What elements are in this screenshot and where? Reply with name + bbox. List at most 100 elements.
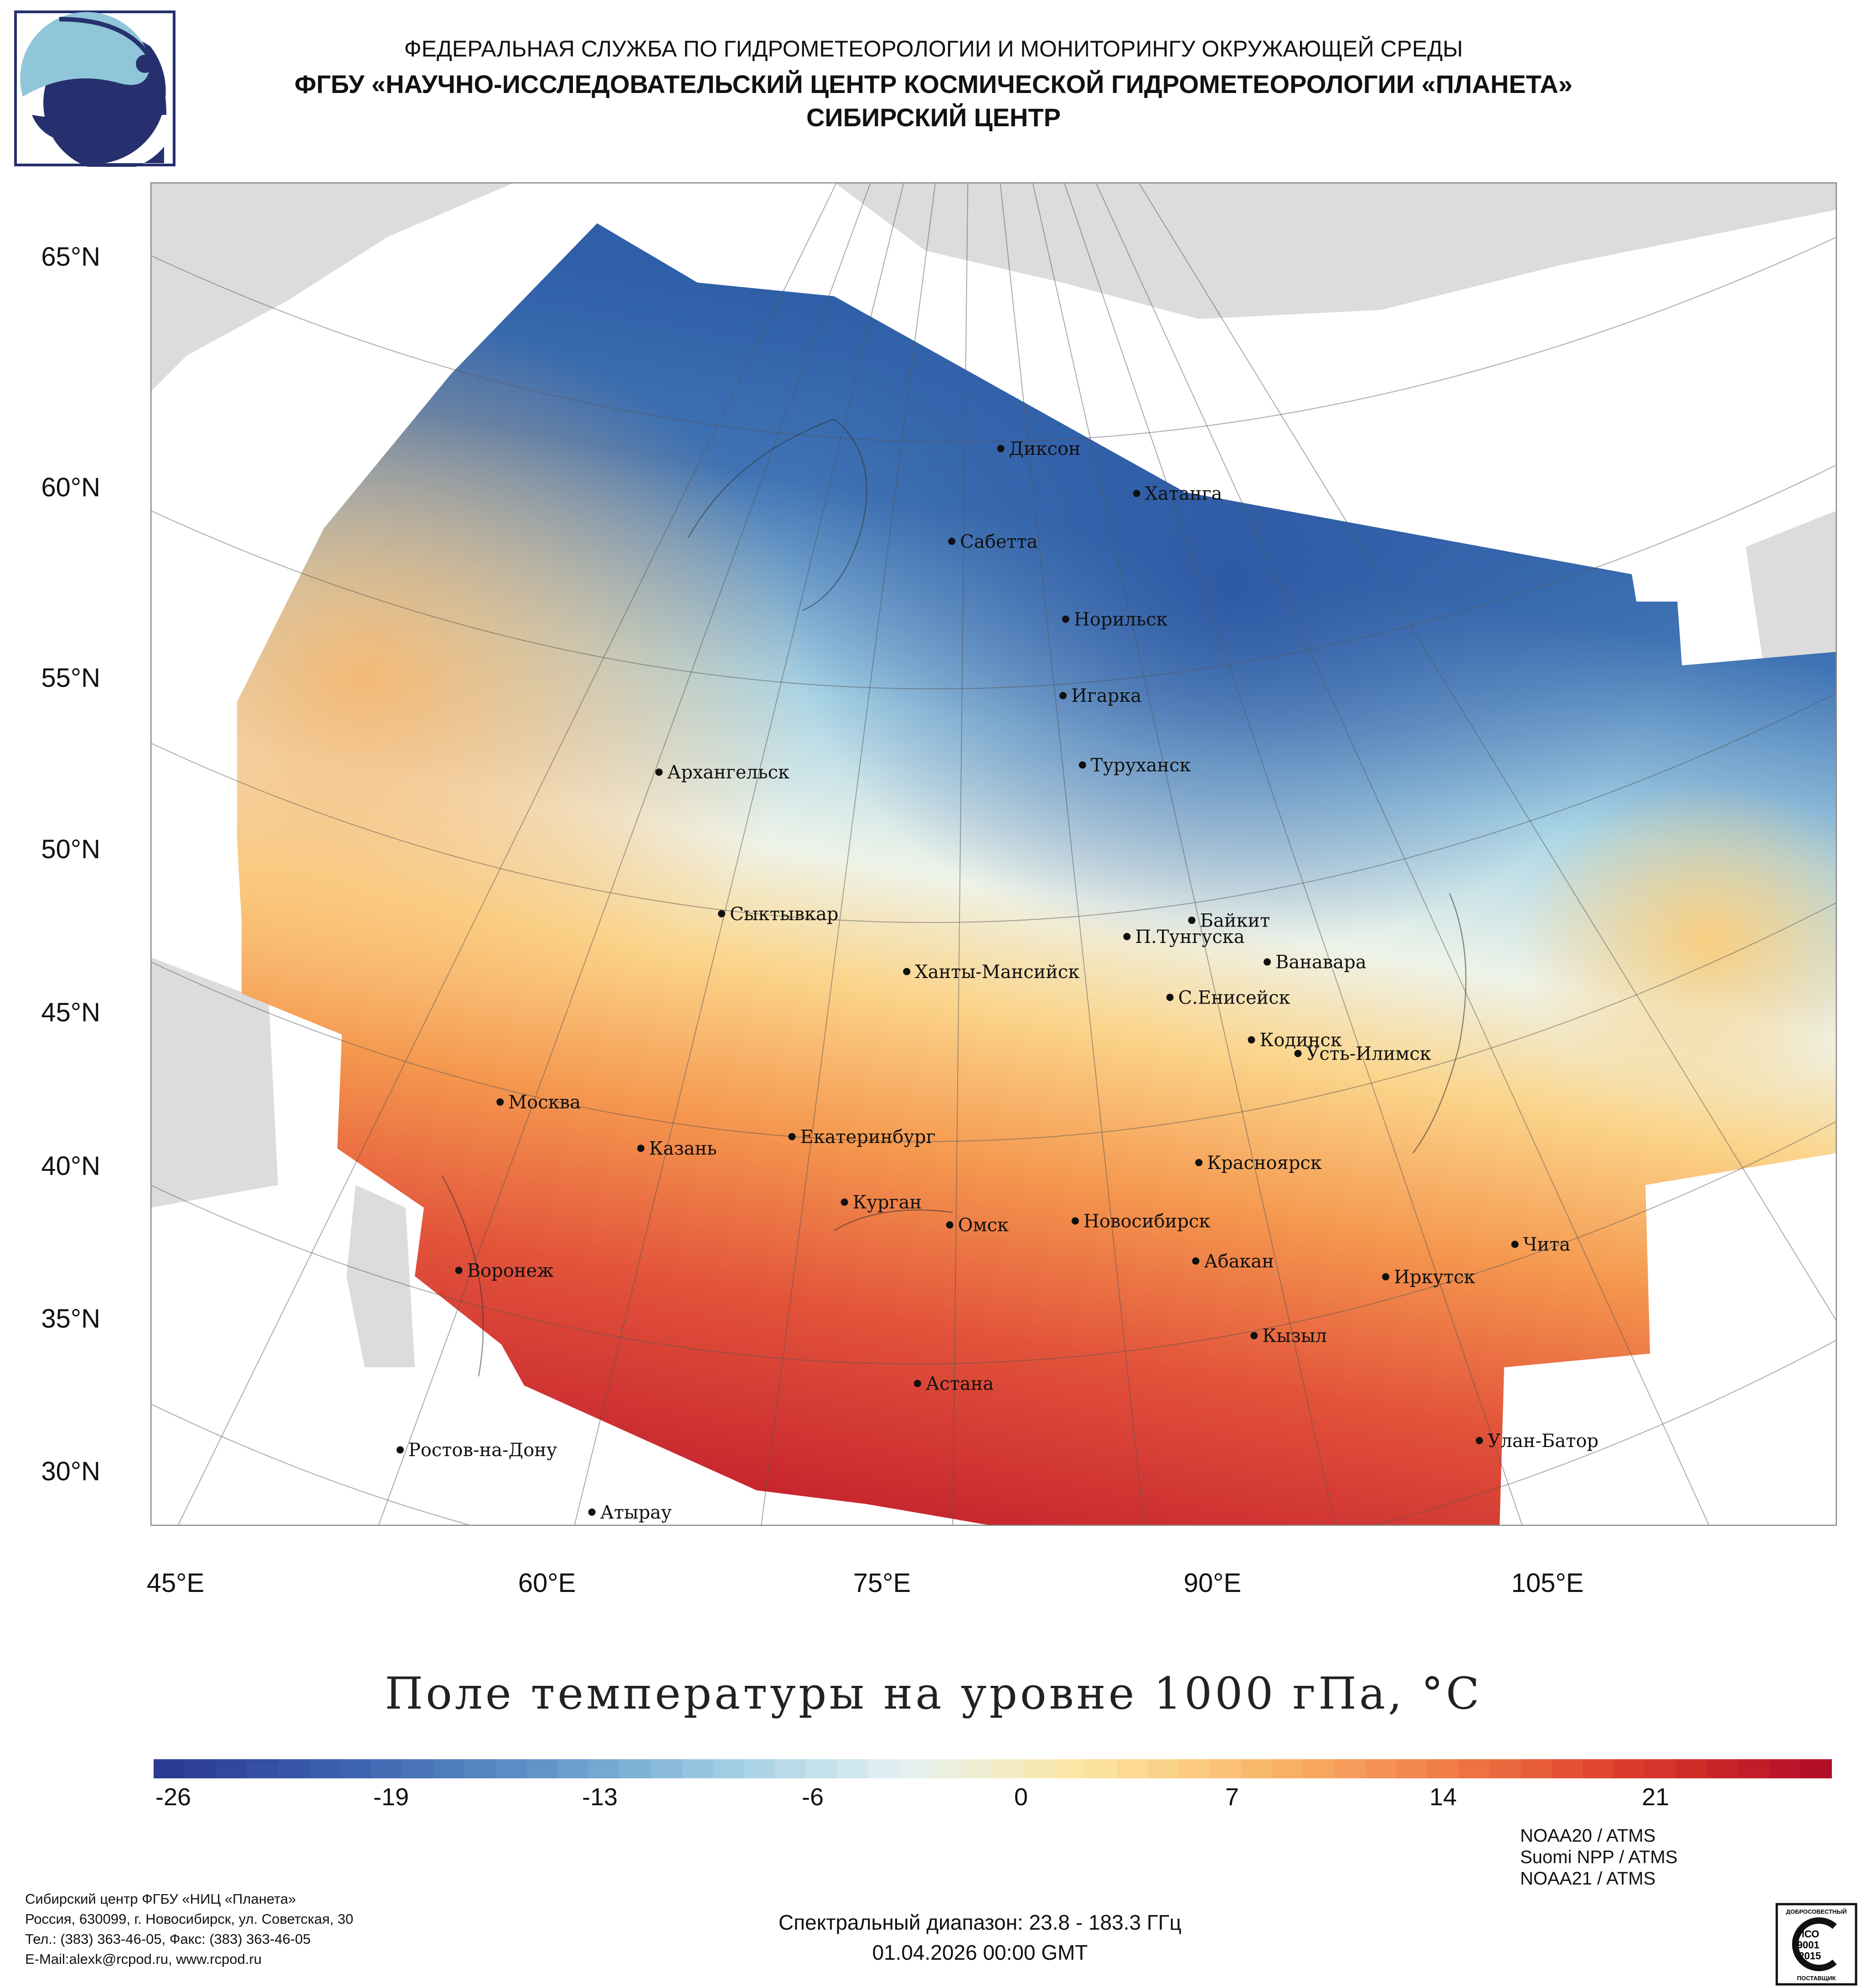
colorbar-step — [588, 1759, 621, 1778]
colorbar-tick: 0 — [1014, 1783, 1028, 1811]
city-dot — [637, 1144, 645, 1152]
spectral-block: Спектральный диапазон: 23.8 - 183.3 ГГц … — [0, 1907, 1867, 1967]
address-block: Сибирский центр ФГБУ «НИЦ «Планета» Росс… — [25, 1889, 353, 1969]
city-dot — [946, 1221, 954, 1229]
colorbar-step — [1800, 1759, 1832, 1778]
colorbar-step — [1303, 1759, 1335, 1778]
temperature-map: Диксон Хатанга Сабетта Норильск Архангельск И… — [150, 182, 1837, 1526]
lat-label-40: 40°N — [41, 1151, 100, 1181]
city-label: Иркутск — [1394, 1267, 1475, 1288]
observation-datetime: 01.04.2026 00:00 GMT — [872, 1941, 1088, 1964]
city-dot — [1264, 958, 1271, 966]
colorbar-step — [1458, 1759, 1491, 1778]
colorbar-tick: -19 — [373, 1783, 409, 1811]
city-dot — [1192, 1257, 1200, 1265]
city-dot — [913, 1380, 921, 1387]
iso-bottom-text: ПОСТАВЩИК — [1797, 1975, 1836, 1982]
sensor-item: NOAA20 / ATMS — [1520, 1826, 1656, 1846]
sensor-list: NOAA20 / ATMS Suomi NPP / ATMS NOAA21 / … — [1520, 1825, 1677, 1890]
city-dot — [1294, 1050, 1302, 1057]
address-line: Сибирский центр ФГБУ «НИЦ «Планета» — [25, 1891, 296, 1907]
colorbar-step — [868, 1759, 900, 1778]
colorbar-tick: -13 — [582, 1783, 618, 1811]
city-label: Усть-Илимск — [1306, 1043, 1431, 1064]
city-dot — [1123, 932, 1131, 940]
colorbar-step — [1365, 1759, 1397, 1778]
city-label: Красноярск — [1207, 1153, 1322, 1174]
address-line: E-Mail:alexk@rcpod.ru, www.rcpod.ru — [25, 1951, 262, 1967]
city-dot — [496, 1098, 504, 1106]
colorbar-step — [185, 1759, 217, 1778]
colorbar-step — [899, 1759, 931, 1778]
colorbar-step — [154, 1759, 186, 1778]
city-dot — [655, 768, 663, 776]
colorbar-step — [402, 1759, 434, 1778]
colorbar-step — [1396, 1759, 1428, 1778]
colorbar-step — [992, 1759, 1024, 1778]
lon-label-105: 105°E — [1511, 1568, 1584, 1598]
city-label: Байкит — [1200, 910, 1270, 931]
city-dot — [903, 968, 911, 975]
colorbar-step — [340, 1759, 372, 1778]
lat-label-50: 50°N — [41, 834, 100, 864]
colorbar-step — [526, 1759, 558, 1778]
iso-top-text: ДОБРОСОВЕСТНЫЙ — [1786, 1908, 1846, 1915]
city-label: Игарка — [1071, 685, 1141, 706]
colorbar-tick: 14 — [1429, 1783, 1457, 1811]
colorbar-step — [1676, 1759, 1708, 1778]
city-dot — [1133, 489, 1140, 497]
spectral-range: Спектральный диапазон: 23.8 - 183.3 ГГц — [778, 1911, 1182, 1934]
city-label: Новосибирск — [1083, 1211, 1210, 1232]
colorbar-step — [743, 1759, 776, 1778]
city-label: Чита — [1523, 1234, 1571, 1255]
city-label: Кызыл — [1262, 1326, 1327, 1347]
colorbar-step — [806, 1759, 838, 1778]
colorbar-step — [1613, 1759, 1645, 1778]
city-label: Омск — [958, 1215, 1009, 1236]
colorbar-step — [1023, 1759, 1056, 1778]
city-label: Диксон — [1009, 438, 1081, 459]
colorbar-step — [1178, 1759, 1211, 1778]
city-label: Сабетта — [960, 531, 1037, 552]
city-label: С.Енисейск — [1178, 987, 1290, 1008]
colorbar-step — [1520, 1759, 1552, 1778]
city-dot — [1071, 1217, 1079, 1225]
lon-label-75: 75°E — [853, 1568, 911, 1598]
city-label: Ханты-Мансийск — [915, 962, 1079, 983]
colorbar-step — [930, 1759, 962, 1778]
city-label: Атырау — [600, 1502, 672, 1523]
iso-text: ИСО — [1797, 1928, 1819, 1940]
colorbar-step — [1427, 1759, 1460, 1778]
colorbar-step — [1085, 1759, 1118, 1778]
city-dot — [1062, 615, 1069, 623]
lon-label-45: 45°E — [146, 1568, 205, 1598]
header-agency: ФЕДЕРАЛЬНАЯ СЛУЖБА ПО ГИДРОМЕТЕОРОЛОГИИ … — [404, 36, 1463, 62]
colorbar-step — [495, 1759, 527, 1778]
iso-year: -2015 — [1795, 1950, 1821, 1962]
address-line: Тел.: (383) 363-46-05, Факс: (383) 363-4… — [25, 1931, 311, 1947]
colorbar-step — [1147, 1759, 1180, 1778]
city-dot — [1382, 1273, 1390, 1281]
city-dot — [1195, 1159, 1203, 1166]
colorbar-step — [464, 1759, 496, 1778]
planeta-logo — [14, 10, 175, 167]
colorbar-step — [1334, 1759, 1366, 1778]
city-dot — [1078, 761, 1086, 769]
city-label: Ростов-на-Дону — [408, 1440, 557, 1461]
colorbar-step — [1645, 1759, 1677, 1778]
colorbar-step — [1489, 1759, 1521, 1778]
city-dot — [841, 1198, 848, 1206]
city-label: Астана — [926, 1373, 994, 1394]
colorbar-step — [619, 1759, 652, 1778]
colorbar-step — [961, 1759, 993, 1778]
iso-certification-badge: ДОБРОСОВЕСТНЫЙ ИСО 9001 -2015 ПОСТАВЩИК — [1775, 1903, 1857, 1986]
city-dot — [1059, 692, 1067, 700]
lat-label-35: 35°N — [41, 1304, 100, 1334]
colorbar-tick: -26 — [155, 1783, 191, 1811]
city-dot — [788, 1133, 796, 1140]
sensor-item: NOAA21 / ATMS — [1520, 1869, 1656, 1889]
lon-label-60: 60°E — [518, 1568, 576, 1598]
lat-label-30: 30°N — [41, 1457, 100, 1486]
city-label: Сыктывкар — [730, 904, 838, 925]
colorbar-tick: 7 — [1225, 1783, 1239, 1811]
